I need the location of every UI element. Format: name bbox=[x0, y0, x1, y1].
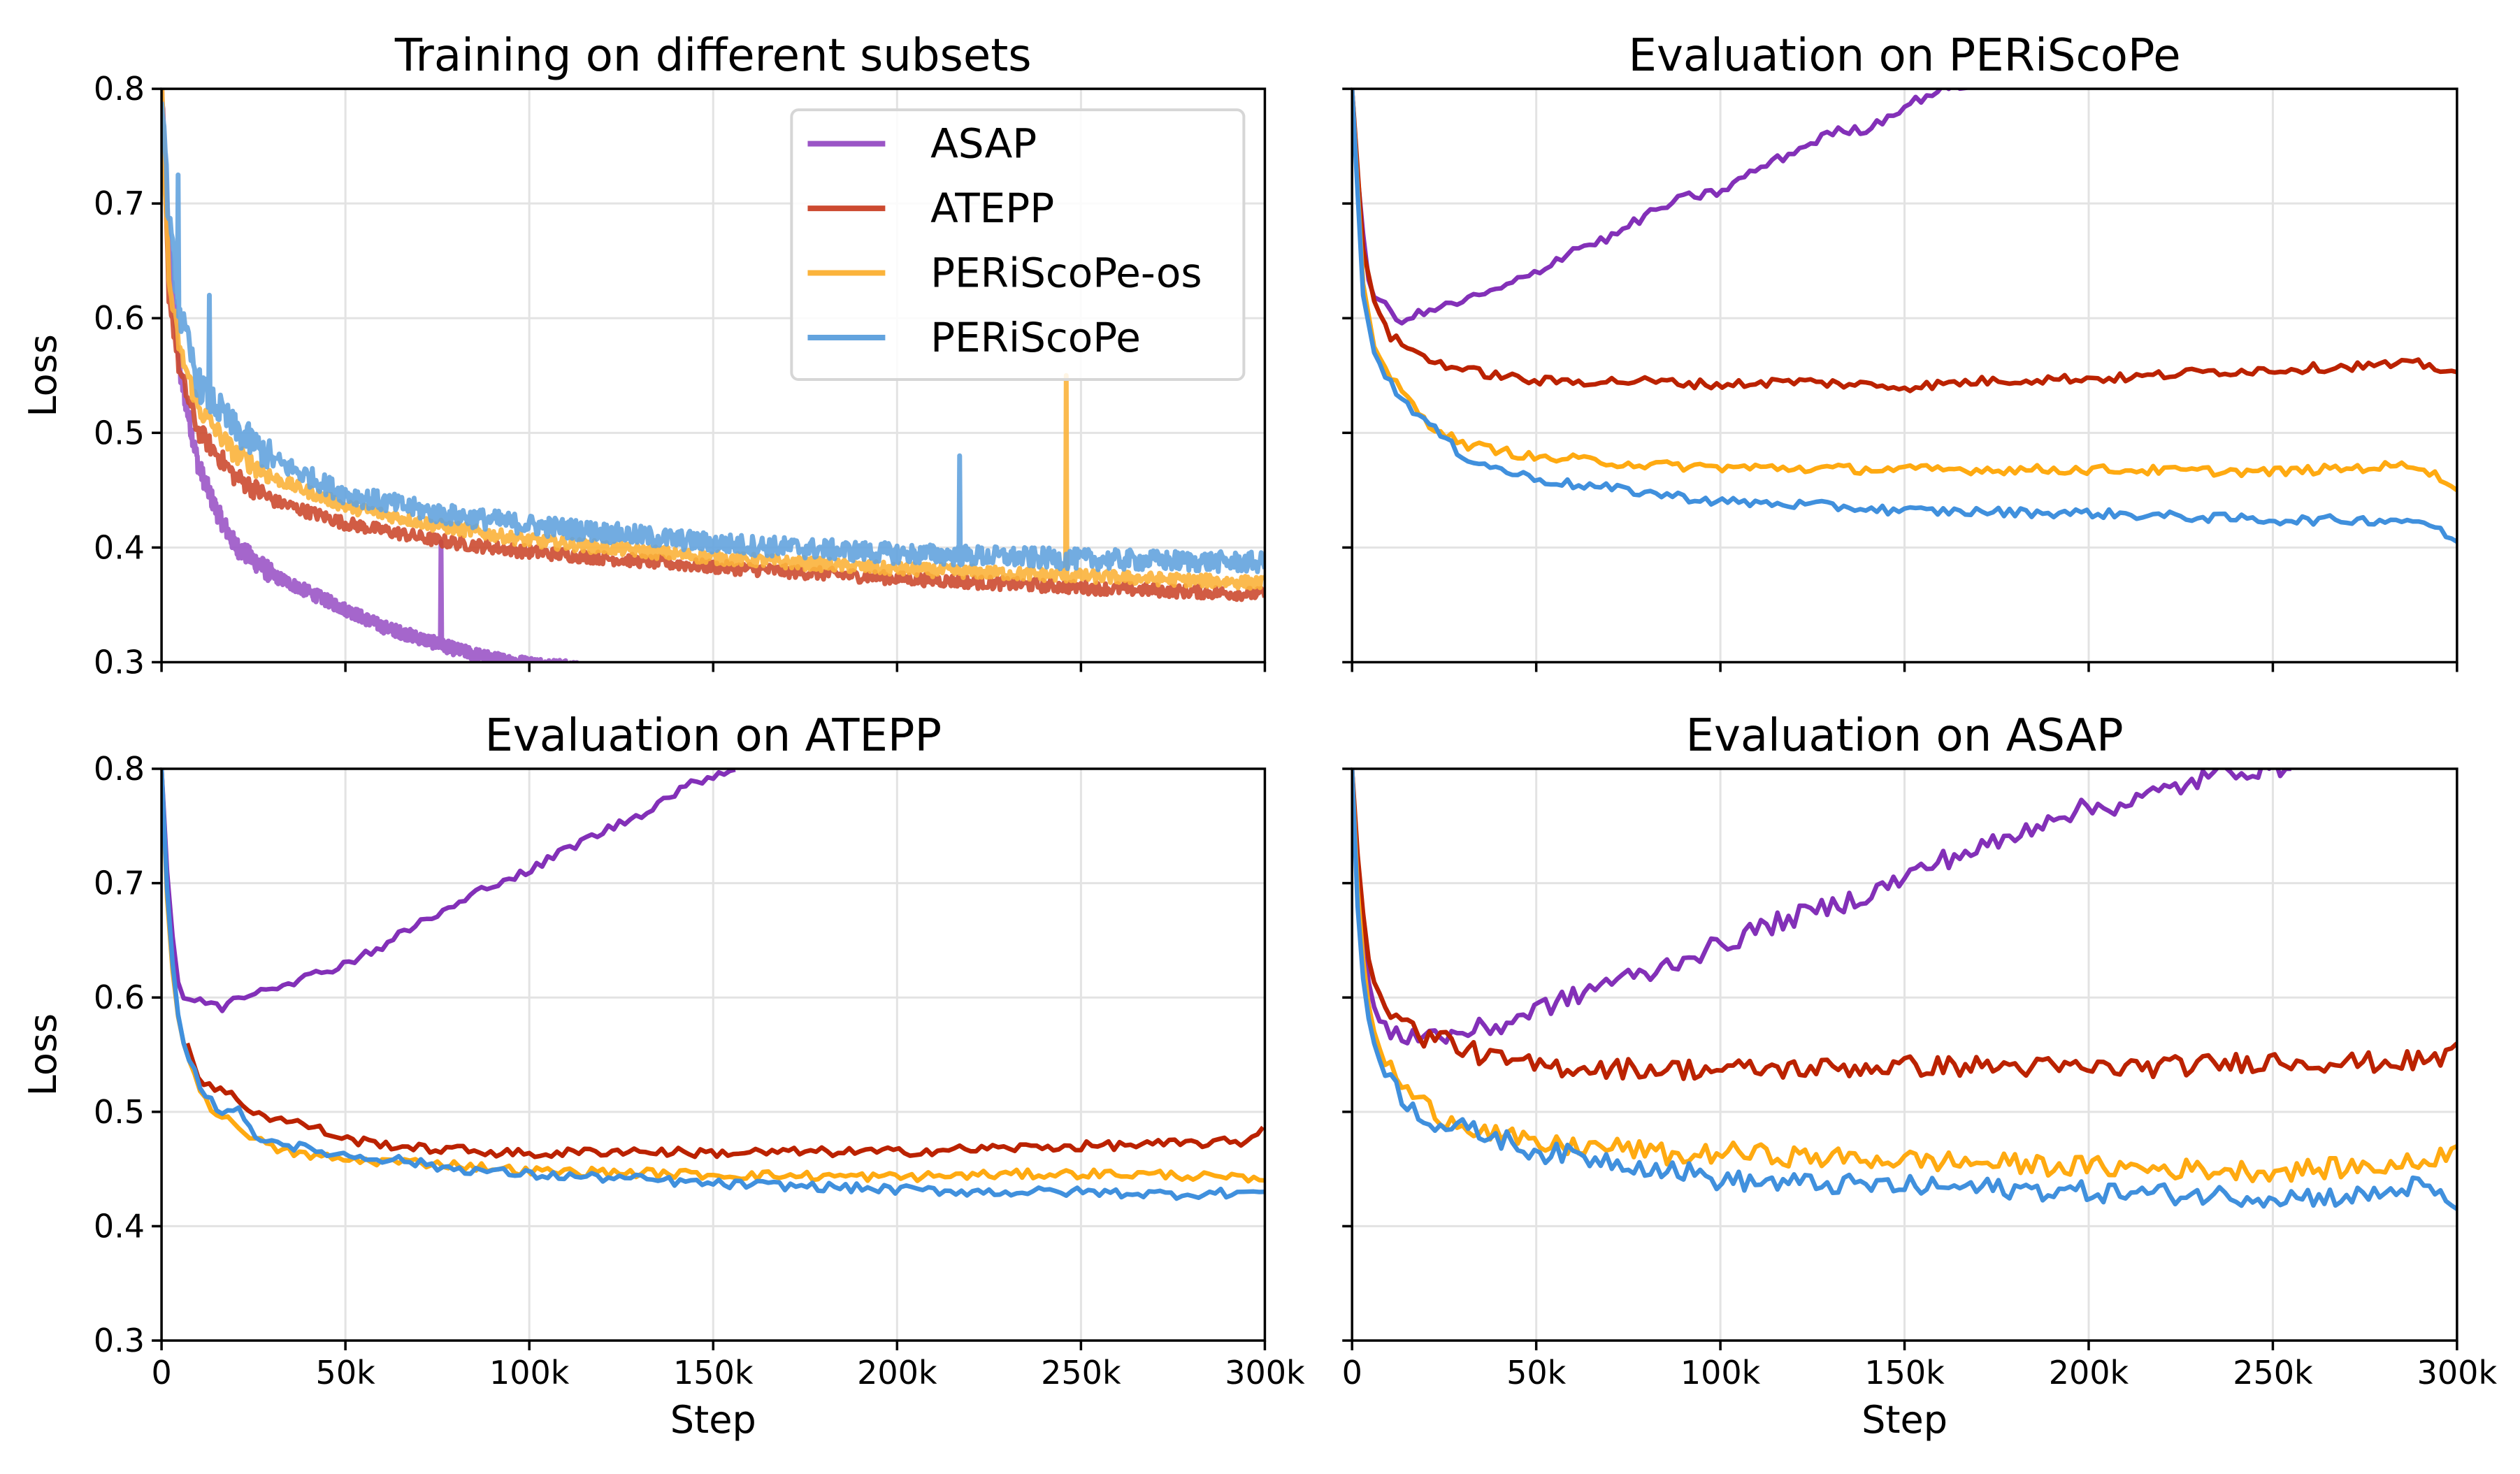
series-line-periscope-os bbox=[1352, 89, 2457, 493]
series-line-periscope-os bbox=[1352, 768, 2457, 1184]
y-tick-label: 0.8 bbox=[94, 70, 145, 108]
series-line-periscope bbox=[1352, 768, 2457, 1211]
x-tick-label: 50k bbox=[316, 1354, 376, 1392]
y-tick-label: 0.7 bbox=[94, 185, 145, 222]
x-tick-label: 150k bbox=[673, 1354, 754, 1392]
y-tick-label: 0.7 bbox=[94, 865, 145, 902]
legend-label: ASAP bbox=[930, 120, 1037, 168]
y-tick-label: 0.4 bbox=[94, 528, 145, 566]
series-group bbox=[1352, 768, 2457, 1211]
series-line-asap bbox=[1352, 768, 2291, 1046]
legend: ASAP ATEPP PERiScoPe-os PERiScoPe bbox=[790, 108, 1246, 382]
legend-box bbox=[790, 108, 1246, 382]
panel-title: Evaluation on ASAP bbox=[1686, 710, 2124, 762]
series-line-asap bbox=[1352, 89, 1973, 326]
series-line-asap bbox=[161, 89, 585, 663]
panel-train: 0.3 0.4 0.5 0.6 0.7 0.8 Training on different … bbox=[21, 30, 1267, 681]
panel-eval_atepp: 0 50k 100k 150k 200k 250k 300k 0.3 0.4 0.5 0.6 0.7 0… bbox=[21, 710, 1305, 1442]
series-line-atepp bbox=[161, 89, 1265, 602]
panel-title: Evaluation on PERiScoPe bbox=[1629, 30, 2181, 82]
series-line-asap bbox=[161, 768, 736, 1013]
x-tick-label: 100k bbox=[489, 1354, 570, 1392]
x-tick-label: 250k bbox=[2233, 1354, 2313, 1392]
series-line-atepp bbox=[1352, 89, 2457, 393]
y-axis-label: Loss bbox=[21, 1013, 65, 1096]
legend-label: PERiScoPe bbox=[930, 314, 1141, 361]
y-tick-label: 0.3 bbox=[94, 1322, 145, 1359]
series-line-periscope-os bbox=[161, 89, 1265, 591]
panel-eval_periscope: Evaluation on PERiScoPe bbox=[1342, 30, 2458, 672]
y-tick-label: 0.3 bbox=[94, 643, 145, 681]
x-tick-label: 0 bbox=[151, 1354, 171, 1392]
panel-title: Training on different subsets bbox=[394, 30, 1032, 82]
grid bbox=[160, 767, 1266, 1342]
series-line-periscope bbox=[161, 768, 1265, 1201]
x-tick-label: 50k bbox=[1506, 1354, 1567, 1392]
x-tick-label: 250k bbox=[1041, 1354, 1121, 1392]
x-tick-label: 200k bbox=[857, 1354, 937, 1392]
x-tick-label: 300k bbox=[1225, 1354, 1305, 1392]
legend-label: ATEPP bbox=[930, 185, 1054, 232]
series-group bbox=[161, 768, 1265, 1201]
x-tick-label: 200k bbox=[2049, 1354, 2129, 1392]
series-group bbox=[1352, 89, 2457, 544]
panel-eval_asap: 0 50k 100k 150k 200k 250k 300k Evaluation on AS… bbox=[1342, 710, 2498, 1442]
series-line-periscope-os bbox=[161, 768, 1265, 1184]
series-line-atepp bbox=[185, 1042, 1265, 1159]
legend-label: PERiScoPe-os bbox=[930, 250, 1202, 297]
series-line-periscope bbox=[1352, 89, 2457, 544]
y-tick-label: 0.6 bbox=[94, 299, 145, 337]
y-axis-label: Loss bbox=[21, 334, 65, 417]
grid bbox=[1351, 767, 2458, 1342]
x-tick-label: 150k bbox=[1864, 1354, 1945, 1392]
x-tick-label: 100k bbox=[1680, 1354, 1761, 1392]
x-tick-label: 300k bbox=[2417, 1354, 2498, 1392]
y-tick-label: 0.8 bbox=[94, 750, 145, 788]
x-tick-label: 0 bbox=[1342, 1354, 1362, 1392]
series-group bbox=[161, 89, 1265, 663]
y-tick-label: 0.6 bbox=[94, 978, 145, 1016]
series-line-atepp bbox=[1352, 768, 2457, 1081]
y-tick-label: 0.4 bbox=[94, 1207, 145, 1245]
y-tick-label: 0.5 bbox=[94, 1093, 145, 1131]
x-axis-label: Step bbox=[1862, 1398, 1947, 1442]
series-line-periscope bbox=[161, 101, 1265, 575]
x-axis-label: Step bbox=[670, 1398, 756, 1442]
y-tick-label: 0.5 bbox=[94, 414, 145, 451]
panel-title: Evaluation on ATEPP bbox=[484, 710, 942, 762]
